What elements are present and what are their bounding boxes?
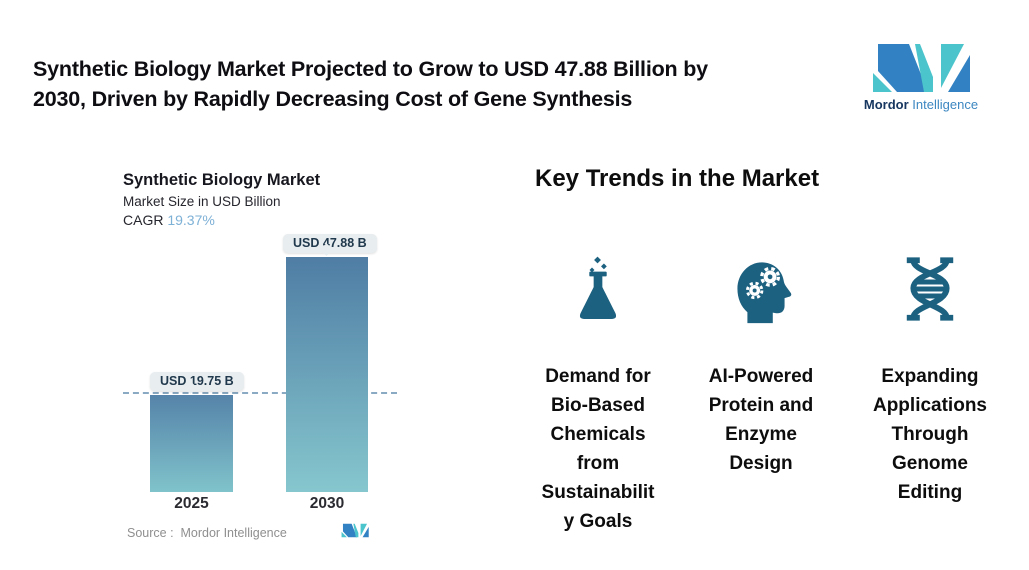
chart-cagr: CAGR 19.37% — [123, 212, 215, 228]
flask-icon — [569, 256, 627, 324]
brand-name-mordor: Mordor — [863, 97, 909, 112]
chart-title: Synthetic Biology Market — [123, 171, 321, 189]
cagr-value: 19.37% — [167, 212, 215, 228]
trend-caption: Demand for Bio-Based Chemicals from Sust… — [541, 366, 655, 532]
mordor-logo-small-icon — [341, 523, 369, 538]
dna-icon — [904, 256, 956, 324]
trends-heading: Key Trends in the Market — [535, 165, 820, 192]
cagr-label: CAGR — [123, 212, 168, 228]
bar-2030 — [286, 257, 368, 492]
source-attribution: Source : Mordor Intelligence — [127, 526, 287, 540]
brand-name: Mordor Intelligence — [862, 97, 980, 112]
x-axis-label-2025: 2025 — [174, 495, 209, 512]
brand-logo: Mordor Intelligence — [862, 42, 980, 112]
bar-value-label-2025: USD 19.75 B — [150, 372, 244, 391]
trend-item-genome-editing: Expanding Applications Through Genome Ed… — [842, 256, 1018, 507]
bar-2025 — [150, 395, 233, 492]
trend-caption: AI-Powered Protein and Enzyme Design — [708, 366, 814, 474]
trend-item-ai-protein-design: AI-Powered Protein and Enzyme Design — [672, 256, 850, 478]
bar-value-label-2030: USD 47.88 B — [283, 234, 377, 253]
reference-dashed-line — [123, 392, 397, 394]
trend-item-biobased-chemicals: Demand for Bio-Based Chemicals from Sust… — [505, 256, 691, 536]
x-axis-label-2030: 2030 — [309, 495, 345, 512]
mordor-logo-icon — [873, 44, 970, 92]
page-title: Synthetic Biology Market Projected to Gr… — [33, 57, 708, 112]
trend-caption: Expanding Applications Through Genome Ed… — [872, 366, 987, 503]
ai-head-icon — [728, 256, 794, 324]
brand-name-intelligence: Intelligence — [908, 97, 979, 112]
chart-subtitle: Market Size in USD Billion — [123, 194, 281, 209]
